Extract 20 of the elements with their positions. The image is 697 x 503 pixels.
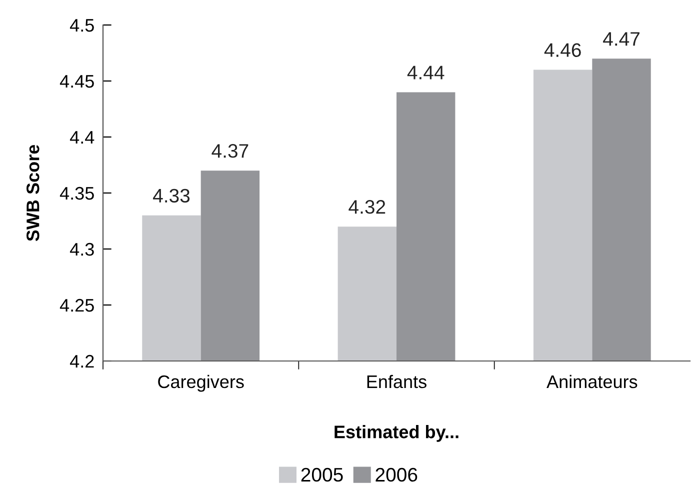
data-label: 4.32 (348, 200, 386, 214)
y-tick-label: 4.5 (70, 19, 94, 32)
x-tick-label: Caregivers (158, 374, 244, 392)
y-tick-label: 4.3 (70, 242, 94, 256)
y-axis-title: SWB Score (26, 144, 40, 242)
x-axis-title: Estimated by... (334, 425, 458, 442)
y-tick-label: 4.4 (70, 131, 94, 144)
data-label: 4.37 (212, 144, 248, 158)
y-tick-label: 4.2 (70, 354, 94, 368)
y-tick-label: 4.45 (60, 75, 94, 88)
legend-label: 2005 (301, 468, 343, 482)
y-tick-label: 4.25 (60, 298, 94, 312)
x-tick-label: Enfants (367, 374, 426, 388)
legend-label: 2006 (376, 468, 418, 482)
data-label: 4.33 (153, 188, 190, 203)
x-tick-label: Animateurs (546, 374, 638, 388)
data-label: 4.47 (603, 32, 640, 46)
data-label: 4.44 (407, 66, 444, 80)
data-label: 4.46 (544, 43, 581, 57)
y-tick-label: 4.35 (60, 186, 94, 200)
